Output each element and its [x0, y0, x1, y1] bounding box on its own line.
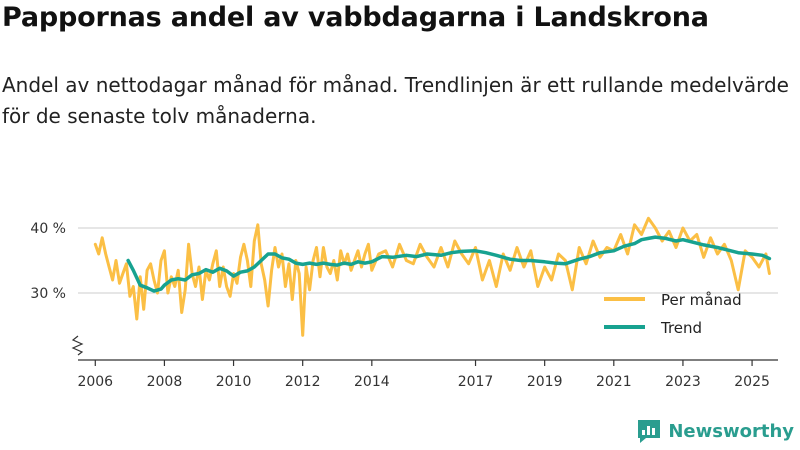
x-tick-label: 2006	[77, 374, 113, 390]
brand-name: Newsworthy	[668, 420, 794, 442]
x-tick-label: 2017	[458, 374, 494, 390]
chart-subtitle: Andel av nettodagar månad för månad. Tre…	[2, 73, 789, 128]
x-tick-label: 2023	[665, 374, 701, 390]
y-tick-label: 30 %	[30, 286, 66, 302]
chart-series	[93, 216, 772, 337]
series-line-trend	[126, 235, 772, 293]
x-tick-label: 2008	[147, 374, 183, 390]
axis-break-icon	[71, 335, 84, 356]
x-tick-label: 2025	[734, 374, 770, 390]
x-tick-label: 2019	[527, 374, 563, 390]
x-tick-label: 2012	[285, 374, 321, 390]
newsworthy-logo-icon	[638, 420, 661, 443]
grid-lines	[78, 227, 778, 294]
legend-label-monthly: Per månad	[661, 291, 742, 309]
brand-logo: Newsworthy	[636, 418, 794, 444]
y-tick-label: 40 %	[30, 221, 66, 237]
x-tick-label: 2014	[354, 374, 390, 390]
x-tick-label: 2010	[216, 374, 252, 390]
chart-legend: Per månad Trend	[604, 291, 742, 337]
axes: 30 % 40 % 2006 2008 2010 2012 2014 2017 2019 2021…	[30, 221, 778, 390]
legend-label-trend: Trend	[660, 319, 702, 337]
chart-title: Pappornas andel av vabbdagarna i Landskr…	[2, 2, 709, 33]
x-tick-label: 2021	[596, 374, 632, 390]
series-line-monthly	[93, 216, 771, 337]
